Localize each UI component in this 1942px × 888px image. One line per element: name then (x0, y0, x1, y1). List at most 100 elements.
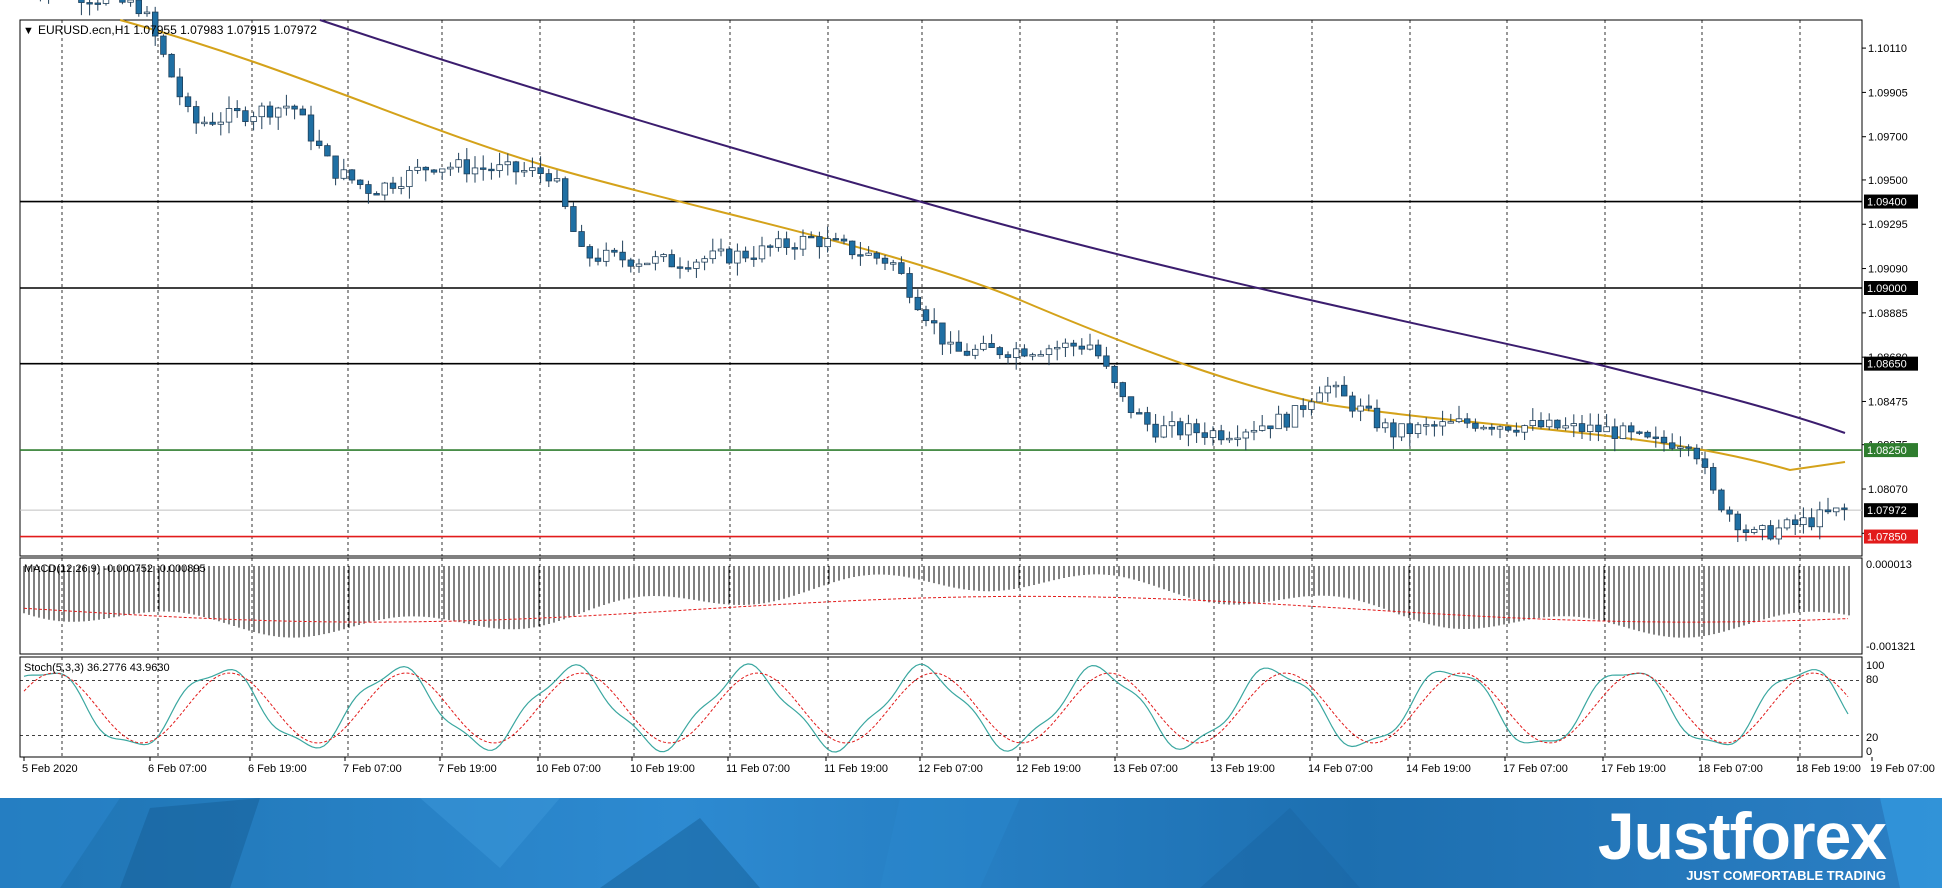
candle-body (1086, 344, 1094, 350)
candle-body (1603, 426, 1610, 433)
candle-body (1127, 396, 1135, 413)
candle-body (545, 173, 552, 182)
candle-body (1029, 354, 1036, 357)
candle-body (1045, 348, 1053, 355)
candle-body (808, 235, 815, 239)
candle-body (783, 238, 790, 248)
trading-chart[interactable]: ▼ EURUSD.ecn,H1 1.07955 1.07983 1.07915 … (0, 0, 1942, 798)
time-axis[interactable]: 5 Feb 2020 6 Feb 07:00 6 Feb 19:00 7 Feb 07… (22, 757, 1935, 775)
candle-body (1669, 442, 1676, 449)
time-label: 10 Feb 07:00 (536, 763, 601, 775)
price-label: 1.09905 (1868, 87, 1908, 99)
macd-panel[interactable] (19, 557, 1863, 655)
candle-body (332, 155, 339, 179)
candle-body (1644, 431, 1651, 438)
candle-body (553, 178, 561, 182)
candle-body (693, 261, 700, 269)
candle-body (775, 238, 782, 248)
candle-body (742, 250, 749, 259)
candle-body (873, 252, 880, 259)
candle-body (299, 108, 306, 116)
candle-body (1382, 422, 1389, 429)
candle-body (955, 341, 962, 352)
candle-body (1578, 423, 1586, 432)
candle-body (1152, 423, 1159, 438)
candle-body (135, 0, 142, 15)
candle-body (397, 186, 405, 189)
candle-body (250, 116, 257, 122)
candle-body (939, 322, 946, 345)
time-label: 6 Feb 19:00 (248, 763, 307, 775)
candle-body (1185, 423, 1192, 436)
symbol-dropdown-icon[interactable]: ▼ (23, 25, 34, 37)
candle-body (1095, 344, 1102, 357)
candle-body (315, 140, 323, 147)
stoch-panel[interactable] (19, 656, 1863, 758)
price-level-tag-text: 1.09000 (1867, 283, 1907, 295)
candle-body (570, 206, 577, 232)
candle-body (562, 178, 569, 207)
candle-body (1242, 431, 1249, 439)
time-label: 17 Feb 07:00 (1503, 763, 1568, 775)
candle-body (1611, 426, 1618, 439)
candle-body (365, 184, 372, 194)
candle-body (1767, 525, 1774, 540)
time-label: 10 Feb 19:00 (630, 763, 695, 775)
candle-body (225, 108, 233, 123)
candle-body (1021, 348, 1028, 357)
stoch-main-line (23, 663, 1849, 753)
candle-body (931, 320, 938, 324)
candle-body (184, 96, 192, 107)
vertical-gridlines (61, 20, 1801, 757)
candle-body (1718, 489, 1725, 511)
candle-body (1726, 509, 1733, 515)
candle-body (1513, 429, 1520, 433)
price-level-tag-text: 1.09400 (1867, 197, 1907, 209)
price-level-tag (1864, 194, 1918, 209)
candle-body (767, 245, 774, 248)
candle-body (373, 193, 380, 196)
time-label: 14 Feb 07:00 (1308, 763, 1373, 775)
candle-body (192, 106, 200, 124)
moving-averages (119, 19, 1846, 472)
candle-body (217, 121, 224, 125)
candle-body (832, 238, 839, 241)
price-label: 1.08885 (1868, 308, 1908, 320)
candle-body (521, 170, 528, 173)
candle-body (799, 235, 807, 250)
candle-body (1209, 430, 1217, 438)
candle-body (151, 11, 159, 37)
candle-body (537, 167, 544, 174)
candle-body (1226, 437, 1233, 441)
candle-body (1521, 425, 1528, 433)
candle-body (463, 159, 470, 175)
candle-body (701, 258, 708, 263)
time-label: 11 Feb 07:00 (726, 763, 790, 775)
time-label: 18 Feb 19:00 (1796, 763, 1861, 775)
candle-body (1710, 467, 1717, 491)
candle-body (340, 169, 347, 179)
candle-body (1464, 418, 1471, 424)
candle-body (471, 167, 479, 175)
candle-body (389, 182, 397, 189)
candle-body (119, 0, 126, 3)
candle-body (578, 231, 585, 247)
candle-body (1111, 365, 1118, 383)
macd-header: MACD(12,26,9) -0.000752 -0.000895 (24, 563, 206, 575)
candle-body (1390, 422, 1397, 438)
candle-body (676, 266, 684, 269)
candle-body (865, 252, 872, 256)
time-label: 5 Feb 2020 (22, 763, 78, 775)
candle-body (233, 108, 241, 112)
candle-body (1824, 509, 1832, 513)
candle-body (1062, 342, 1069, 348)
candle-body (881, 257, 889, 264)
time-label: 7 Feb 07:00 (343, 763, 402, 775)
candle-body (1160, 425, 1167, 438)
candle-body (660, 254, 667, 258)
price-label: 1.09500 (1868, 175, 1908, 187)
candle-body (890, 262, 897, 265)
candle-body (258, 105, 265, 118)
candle-body (906, 273, 913, 298)
candle-body (947, 341, 954, 345)
